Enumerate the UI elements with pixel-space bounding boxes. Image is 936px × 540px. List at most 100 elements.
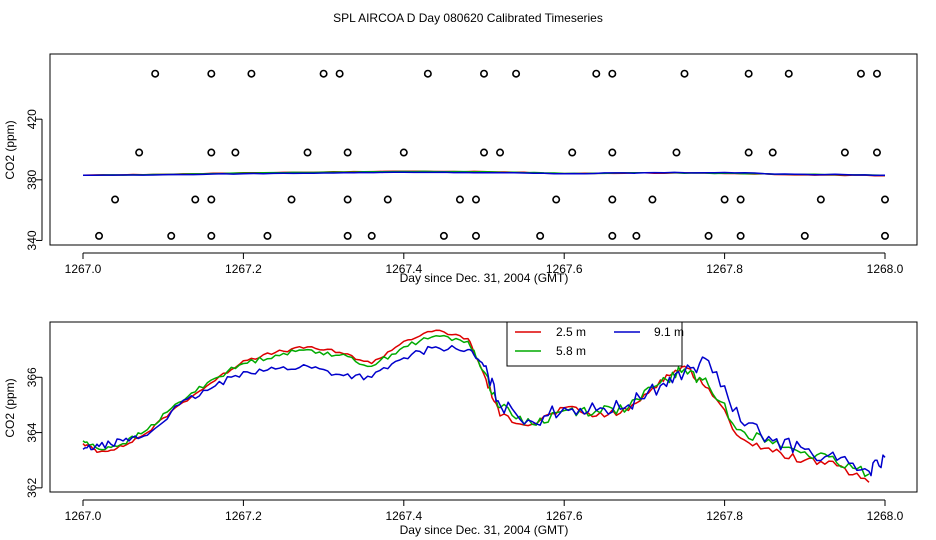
top-x-tick-label: 1267.8 (706, 262, 743, 276)
bottom-series-line-2-5-m (82, 329, 870, 483)
legend: 2.5 m 5.8 m 9.1 m (506, 321, 684, 367)
top-marker-point (736, 231, 745, 240)
top-marker-point (536, 231, 545, 240)
top-marker-point (207, 69, 216, 78)
top-marker-point (439, 231, 448, 240)
top-marker-point (784, 69, 793, 78)
top-series-line-9-1-m (83, 171, 886, 177)
top-y-tick-label: 420 (25, 109, 39, 129)
top-marker-point (263, 231, 272, 240)
top-marker-point (343, 231, 352, 240)
top-marker-point (880, 231, 889, 240)
top-marker-point (736, 195, 745, 204)
top-marker-point (672, 148, 681, 157)
bottom-x-tick-label: 1267.4 (385, 509, 422, 523)
top-marker-point (247, 69, 256, 78)
top-marker-point (680, 69, 689, 78)
legend-label-9-1m: 9.1 m (654, 325, 684, 339)
top-y-tick-label: 380 (25, 169, 39, 189)
top-marker-point (399, 148, 408, 157)
top-marker-point (856, 69, 865, 78)
top-marker-point (720, 195, 729, 204)
top-y-axis-label: CO2 (ppm) (3, 120, 17, 179)
top-marker-point (880, 195, 889, 204)
top-marker-point (592, 69, 601, 78)
top-marker-point (632, 231, 641, 240)
legend-label-2-5m: 2.5 m (556, 325, 586, 339)
top-marker-point (455, 195, 464, 204)
bottom-y-axis-label: CO2 (ppm) (3, 378, 17, 437)
bottom-series-line-5-8-m (82, 334, 870, 478)
top-marker-point (471, 231, 480, 240)
top-y-tick-label: 340 (25, 230, 39, 250)
top-marker-point (800, 231, 809, 240)
top-marker-point (335, 69, 344, 78)
top-marker-point (287, 195, 296, 204)
top-marker-point (319, 69, 328, 78)
top-marker-point (840, 148, 849, 157)
bottom-plot-frame (49, 321, 918, 493)
bottom-y-tick-label: 366 (25, 367, 39, 387)
top-marker-point (479, 148, 488, 157)
top-marker-point (496, 148, 505, 157)
top-marker-point (367, 231, 376, 240)
bottom-x-tick-label: 1267.8 (706, 509, 743, 523)
bottom-x-tick-label: 1267.6 (546, 509, 583, 523)
bottom-y-tick-label: 362 (25, 478, 39, 498)
top-marker-point (383, 195, 392, 204)
bottom-plot-axes: 1267.0 1267.2 1267.4 1267.6 1267.8 1268.0 362 3… (25, 367, 904, 523)
top-marker-point (816, 195, 825, 204)
top-marker-point (343, 148, 352, 157)
top-marker-point (207, 195, 216, 204)
top-marker-point (744, 69, 753, 78)
top-x-tick-label: 1268.0 (867, 262, 904, 276)
top-x-axis-label: Day since Dec. 31, 2004 (GMT) (400, 271, 569, 285)
bottom-x-tick-label: 1268.0 (867, 509, 904, 523)
top-plot-marks (82, 69, 889, 240)
top-marker-point (608, 231, 617, 240)
top-marker-point (303, 148, 312, 157)
top-marker-point (167, 231, 176, 240)
top-marker-point (552, 195, 561, 204)
top-marker-point (648, 195, 657, 204)
legend-label-5-8m: 5.8 m (556, 344, 586, 358)
top-marker-point (207, 231, 216, 240)
bottom-plot-marks (82, 329, 886, 483)
top-plot-axes: 1267.0 1267.2 1267.4 1267.6 1267.8 1268.0 340 3… (25, 109, 904, 276)
top-marker-point (343, 195, 352, 204)
bottom-x-axis-label: Day since Dec. 31, 2004 (GMT) (400, 523, 569, 537)
top-marker-point (872, 148, 881, 157)
bottom-series-line-9-1-m (82, 344, 886, 477)
top-marker-point (135, 148, 144, 157)
top-marker-point (111, 195, 120, 204)
chart-title: SPL AIRCOA D Day 080620 Calibrated Times… (333, 11, 603, 25)
top-plot-frame (49, 53, 918, 246)
top-marker-point (151, 69, 160, 78)
top-marker-point (423, 69, 432, 78)
bottom-x-tick-label: 1267.2 (225, 509, 262, 523)
top-marker-point (231, 148, 240, 157)
legend-box (506, 321, 683, 367)
top-marker-point (608, 195, 617, 204)
top-marker-point (608, 69, 617, 78)
top-marker-point (512, 69, 521, 78)
top-x-tick-label: 1267.4 (385, 262, 422, 276)
top-marker-point (207, 148, 216, 157)
top-marker-point (95, 231, 104, 240)
top-x-tick-label: 1267.0 (65, 262, 102, 276)
top-marker-point (744, 148, 753, 157)
top-x-tick-label: 1267.2 (225, 262, 262, 276)
top-marker-point (872, 69, 881, 78)
top-marker-point (471, 195, 480, 204)
top-marker-point (768, 148, 777, 157)
top-marker-point (704, 231, 713, 240)
bottom-x-tick-label: 1267.0 (65, 509, 102, 523)
top-x-tick-label: 1267.6 (546, 262, 583, 276)
top-marker-point (568, 148, 577, 157)
top-marker-point (479, 69, 488, 78)
bottom-y-tick-label: 364 (25, 422, 39, 442)
top-marker-point (608, 148, 617, 157)
top-marker-point (191, 195, 200, 204)
